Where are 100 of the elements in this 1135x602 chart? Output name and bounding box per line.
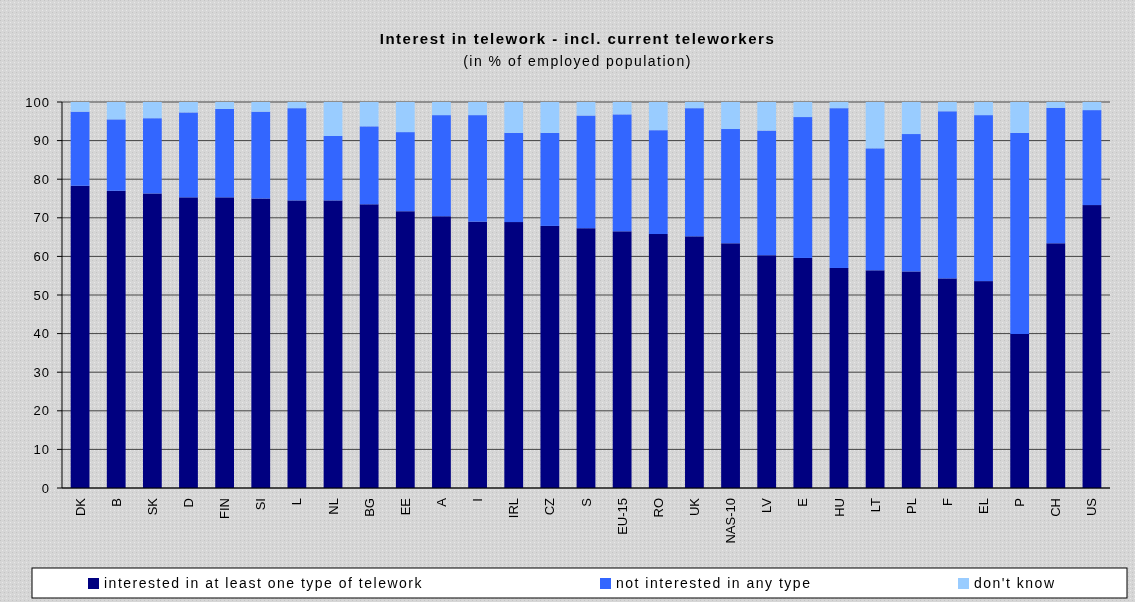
bar bbox=[829, 102, 849, 109]
bar bbox=[576, 228, 596, 488]
bar bbox=[1082, 102, 1102, 111]
bar bbox=[974, 281, 993, 488]
bar bbox=[106, 102, 126, 120]
bar bbox=[142, 193, 162, 488]
bar bbox=[901, 134, 921, 272]
bar bbox=[395, 102, 415, 133]
y-tick-label: 30 bbox=[33, 364, 50, 380]
bar bbox=[70, 111, 90, 186]
bar bbox=[757, 255, 777, 488]
bar bbox=[648, 234, 668, 488]
bar bbox=[468, 102, 487, 116]
bar bbox=[685, 102, 704, 109]
bar bbox=[323, 135, 343, 201]
bar bbox=[432, 102, 451, 116]
bar bbox=[251, 198, 271, 488]
bar bbox=[359, 126, 379, 205]
bar bbox=[70, 185, 90, 488]
bar bbox=[721, 243, 740, 488]
x-tick-label: E bbox=[795, 497, 811, 507]
bar bbox=[829, 108, 849, 268]
bar bbox=[937, 102, 957, 112]
bar bbox=[504, 132, 524, 223]
x-tick-label: D bbox=[181, 498, 197, 508]
x-tick-label: CZ bbox=[542, 497, 558, 516]
bar bbox=[1046, 107, 1066, 244]
bar bbox=[721, 129, 740, 244]
bar bbox=[1010, 102, 1030, 133]
x-tick-label: NL bbox=[325, 498, 341, 515]
x-tick-label: P bbox=[1012, 498, 1028, 507]
x-tick-label: BG bbox=[361, 498, 377, 517]
x-tick-label: DK bbox=[72, 497, 88, 517]
x-tick-label: A bbox=[434, 497, 449, 507]
bar bbox=[287, 102, 307, 109]
x-tick-label: LT bbox=[867, 497, 883, 513]
x-tick-label: F bbox=[939, 497, 955, 506]
y-tick-label: 70 bbox=[33, 210, 50, 226]
bar bbox=[648, 130, 668, 235]
bar bbox=[215, 102, 235, 109]
x-tick-label: US bbox=[1084, 497, 1100, 517]
bar bbox=[179, 102, 198, 113]
y-tick-label: 80 bbox=[33, 171, 50, 187]
bar bbox=[974, 102, 993, 116]
bar bbox=[432, 115, 451, 217]
x-tick-label: I bbox=[470, 498, 486, 502]
x-tick-label: EU-15 bbox=[614, 498, 630, 535]
bar bbox=[612, 114, 632, 232]
x-tick-label: NAS-10 bbox=[723, 498, 739, 544]
legend-label: not interested in any type bbox=[616, 574, 812, 591]
bar bbox=[974, 115, 993, 282]
bar bbox=[576, 102, 596, 116]
y-tick-label: 50 bbox=[33, 287, 50, 303]
x-tick-label: PL bbox=[903, 498, 919, 514]
bar bbox=[395, 211, 415, 488]
x-tick-label: HU bbox=[831, 498, 847, 517]
bar bbox=[937, 278, 957, 488]
bar bbox=[215, 108, 235, 198]
bar bbox=[106, 119, 126, 191]
bar bbox=[540, 132, 560, 226]
legend-label: don't know bbox=[974, 574, 1056, 591]
x-tick-label: LV bbox=[759, 497, 775, 513]
x-tick-label: EL bbox=[976, 498, 992, 514]
bar bbox=[1010, 132, 1030, 334]
bar bbox=[865, 270, 885, 488]
x-tick-label: L bbox=[289, 498, 305, 506]
bar bbox=[648, 102, 668, 131]
bar bbox=[504, 222, 524, 488]
bar bbox=[685, 108, 704, 237]
bar bbox=[179, 197, 198, 488]
bar bbox=[901, 102, 921, 135]
bar bbox=[251, 111, 271, 199]
bar bbox=[179, 112, 198, 198]
bar bbox=[1082, 205, 1102, 488]
x-tick-label: CH bbox=[1048, 498, 1064, 517]
y-tick-label: 100 bbox=[25, 94, 50, 110]
bar bbox=[323, 200, 343, 488]
x-tick-label: EE bbox=[397, 497, 413, 516]
bar bbox=[142, 118, 162, 194]
x-tick-label: SK bbox=[144, 497, 160, 516]
y-tick-label: 90 bbox=[33, 133, 50, 149]
bar bbox=[468, 115, 487, 222]
bar bbox=[432, 216, 451, 488]
bar bbox=[1082, 110, 1102, 206]
y-tick-label: 60 bbox=[33, 248, 50, 264]
bar bbox=[793, 257, 813, 488]
bar bbox=[576, 115, 596, 229]
bar bbox=[287, 200, 307, 488]
chart-title: Interest in telework - incl. current teleworkers bbox=[379, 30, 776, 47]
bar bbox=[1046, 243, 1066, 488]
bar bbox=[612, 102, 632, 115]
bar bbox=[865, 148, 885, 271]
x-tick-label: B bbox=[108, 498, 124, 507]
bar bbox=[757, 102, 777, 131]
y-tick-label: 10 bbox=[33, 441, 50, 457]
bar bbox=[251, 102, 271, 112]
x-tick-label: SI bbox=[253, 498, 269, 511]
bar bbox=[70, 102, 90, 112]
bar bbox=[793, 117, 813, 258]
x-tick-label: IRL bbox=[506, 498, 522, 519]
